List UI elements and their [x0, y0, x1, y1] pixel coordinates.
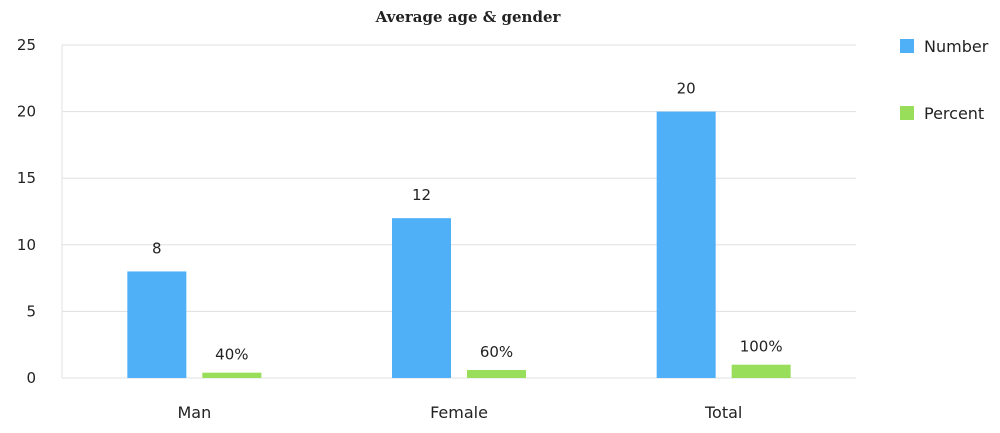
chart-title: Average age & gender — [375, 8, 562, 26]
bar-number-female — [392, 218, 451, 378]
x-category-label: Female — [430, 403, 488, 422]
bar-number-man — [127, 271, 187, 378]
y-tick-label: 25 — [17, 36, 36, 54]
x-category-label: Man — [177, 403, 211, 422]
data-label: 20 — [677, 80, 696, 98]
data-label: 8 — [152, 239, 162, 257]
y-tick-label: 15 — [17, 169, 36, 187]
x-category-label: Total — [704, 403, 742, 422]
data-label: 100% — [740, 338, 783, 356]
x-axis-categories: Man Female Total — [177, 403, 742, 422]
y-tick-label: 5 — [26, 302, 36, 320]
y-tick-label: 0 — [26, 369, 36, 387]
y-tick-label: 20 — [17, 103, 36, 121]
data-label: 12 — [412, 186, 431, 204]
bar-percent-man — [202, 372, 262, 378]
data-label: 60% — [480, 343, 513, 361]
gridlines — [61, 44, 856, 379]
legend-swatch-percent — [900, 106, 914, 120]
legend: Number Percent — [900, 37, 989, 123]
bar-percent-female — [467, 370, 526, 378]
legend-label-number: Number — [924, 37, 989, 56]
y-axis-ticks: 0 5 10 15 20 25 — [17, 36, 36, 387]
legend-label-percent: Percent — [924, 104, 984, 123]
legend-swatch-number — [900, 39, 914, 53]
y-tick-label: 10 — [17, 236, 36, 254]
bar-number-total — [656, 111, 716, 378]
bars — [127, 111, 791, 378]
data-label: 40% — [215, 346, 248, 364]
bar-percent-total — [731, 364, 791, 378]
data-labels: 8 40% 12 60% 20 100% — [152, 80, 783, 364]
